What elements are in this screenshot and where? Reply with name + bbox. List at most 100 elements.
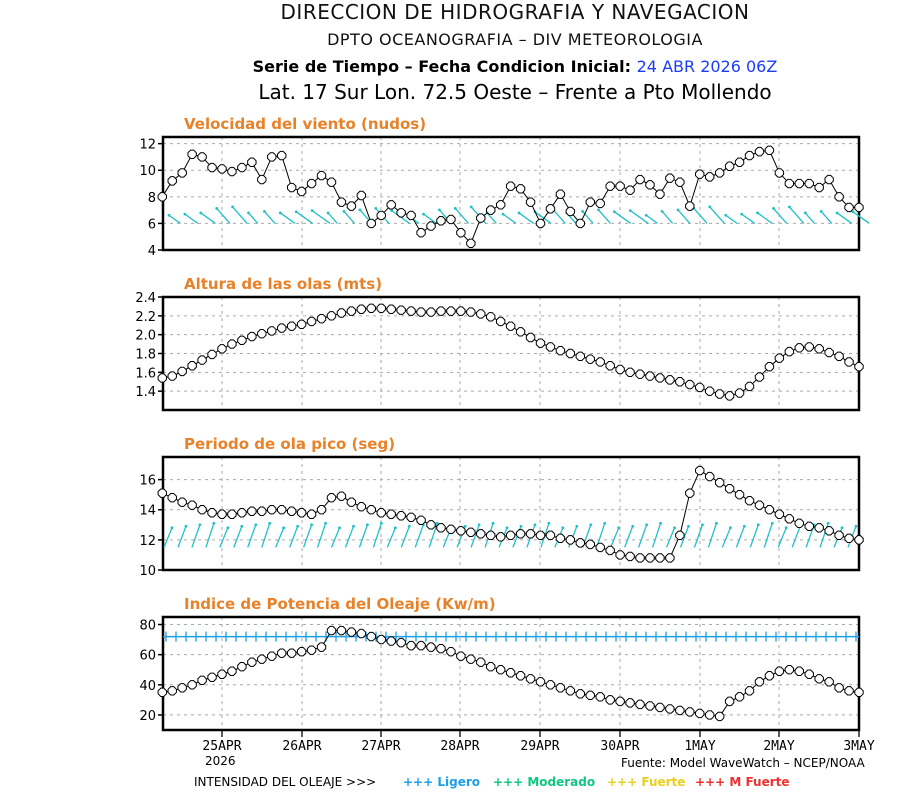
data-point: [774, 509, 785, 519]
data-point: [237, 162, 247, 173]
data-point: [476, 309, 486, 319]
data-point: [197, 355, 207, 365]
data-point: [595, 198, 605, 209]
source-note: Fuente: Model WaveWatch – NCEP/NOAA: [621, 756, 866, 770]
data-point: [844, 357, 854, 367]
data-point: [724, 696, 735, 707]
data-point: [436, 216, 446, 226]
direction-arrow-head: [505, 526, 509, 530]
direction-arrow: [836, 212, 853, 224]
data-point: [734, 388, 745, 398]
direction-arrow: [693, 207, 708, 224]
data-point: [396, 511, 406, 521]
data-point: [665, 553, 675, 563]
direction-arrow-head: [597, 208, 600, 212]
data-point: [495, 200, 506, 210]
direction-arrow-head: [784, 526, 788, 530]
direction-arrow-head: [212, 521, 216, 525]
direction-arrow-head: [612, 210, 616, 214]
direction-arrow-head: [519, 524, 523, 528]
data-point: [834, 192, 844, 202]
data-point: [157, 488, 167, 498]
direction-arrow-head: [463, 524, 467, 528]
direction-arrow-head: [390, 209, 394, 213]
direction-arrow-head: [268, 521, 272, 525]
data-point: [734, 157, 745, 167]
x-tick-label: 3MAY: [843, 739, 874, 754]
direction-arrow: [275, 527, 285, 548]
data-point: [575, 218, 586, 229]
data-point: [446, 306, 456, 316]
data-point: [515, 184, 526, 194]
direction-arrow-head: [826, 521, 830, 525]
data-point: [585, 354, 595, 364]
panel-2: Altura de las olas (mts) 1.4 1.6 1.8 2.0 2.2 2…: [135, 275, 864, 412]
direction-arrow-head: [282, 526, 286, 530]
data-point: [535, 338, 546, 348]
direction-arrow-head: [740, 212, 744, 216]
direction-arrow: [820, 210, 833, 224]
data-point: [505, 530, 516, 541]
data-point: [854, 361, 864, 372]
direction-arrow-head: [708, 205, 712, 209]
data-point: [525, 332, 536, 343]
y-tick-label: 1.4: [135, 385, 156, 400]
data-point: [316, 170, 327, 181]
data-point: [446, 524, 456, 535]
direction-arrow: [261, 523, 271, 548]
data-point: [167, 176, 177, 186]
data-point: [217, 669, 227, 679]
data-point: [685, 488, 695, 498]
x-tick-label: 2MAY: [763, 739, 794, 754]
intensity-label: INTENSIDAD DEL OLEAJE >>>: [194, 775, 376, 789]
data-point: [207, 349, 217, 360]
data-point: [605, 181, 615, 191]
direction-arrow-head: [366, 523, 369, 527]
data-point: [834, 351, 844, 362]
data-point: [754, 500, 765, 510]
x-tick-label: 27APR: [361, 739, 400, 754]
data-point: [277, 505, 287, 515]
direction-arrow: [263, 210, 276, 224]
y-tick-label: 4: [148, 244, 156, 259]
direction-arrow: [725, 214, 738, 224]
data-point: [515, 327, 526, 337]
direction-arrow-head: [660, 209, 664, 213]
direction-arrow: [645, 214, 658, 224]
direction-arrow: [295, 211, 313, 224]
data-point: [247, 506, 257, 516]
direction-arrow-head: [226, 526, 230, 530]
data-point: [565, 686, 576, 696]
data-point: [605, 695, 615, 705]
data-point: [486, 662, 496, 672]
data-point: [675, 705, 685, 716]
data-point: [635, 174, 645, 185]
data-point: [277, 648, 287, 658]
header-series-info: Serie de Tiempo – Fecha Condicion Inicia…: [65, 57, 900, 76]
data-point: [515, 671, 526, 681]
intensity-line: [163, 631, 859, 642]
data-point: [824, 526, 834, 536]
direction-arrow: [757, 212, 773, 224]
plot-frame: [161, 455, 861, 572]
y-tick-label: 80: [139, 619, 156, 634]
data-point: [615, 181, 625, 191]
data-point: [635, 699, 645, 710]
data-point: [247, 331, 257, 342]
data-point: [187, 361, 197, 371]
data-point: [804, 521, 814, 532]
panel-title: Altura de las olas (mts): [184, 275, 382, 293]
direction-arrow: [804, 212, 816, 224]
data-point: [237, 335, 247, 346]
data-point: [177, 497, 187, 507]
data-point: [734, 489, 745, 500]
data-point: [645, 701, 655, 711]
data-point: [366, 631, 376, 642]
data-point: [257, 174, 267, 185]
direction-arrow-head: [756, 523, 760, 527]
direction-arrow-head: [561, 526, 565, 530]
data-point: [824, 347, 834, 358]
direction-arrow: [219, 527, 229, 548]
data-point: [466, 238, 476, 249]
direction-arrow: [302, 524, 313, 548]
